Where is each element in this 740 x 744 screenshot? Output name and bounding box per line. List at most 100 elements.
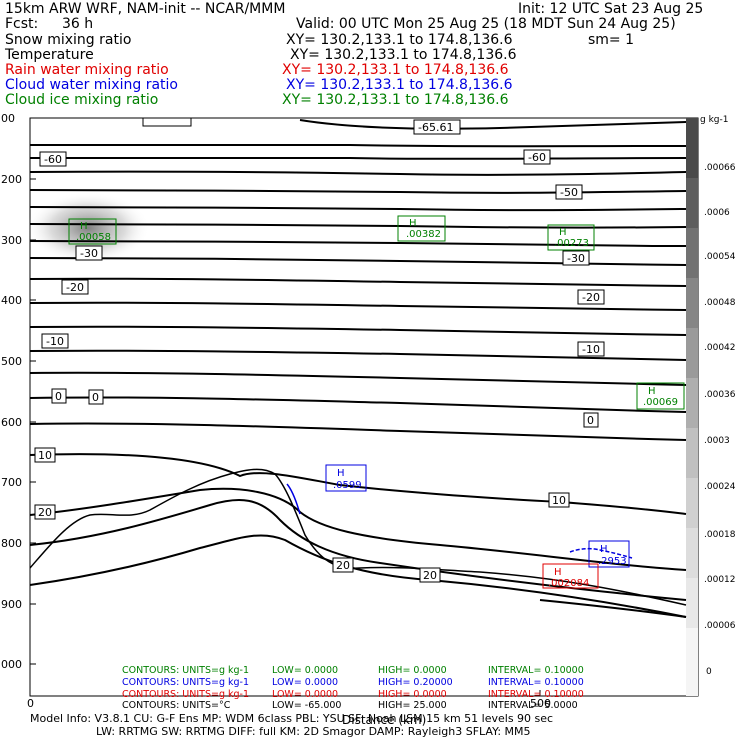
contour-info-interval: INTERVAL= 0.10000 — [488, 689, 584, 700]
temp-label: -10 — [46, 335, 64, 348]
temp-label: -60 — [44, 153, 62, 166]
cloud-water-contour — [286, 483, 301, 515]
contour-info-interval: INTERVAL= 0.10000 — [488, 665, 584, 676]
isotherm-line — [29, 223, 687, 229]
model-title: 15km ARW WRF, NAM-init -- NCAR/MMM — [5, 1, 286, 17]
y-tick-label: 700 — [1, 476, 22, 489]
field-name-rain: Rain water mixing ratio — [5, 62, 169, 78]
colorbar-label: .00024 — [704, 482, 736, 492]
max-label: H — [409, 218, 417, 229]
temp-label: -30 — [567, 252, 585, 265]
temp-label: -65.61 — [418, 121, 453, 134]
isotherm-line — [29, 277, 687, 287]
cloud-water-contour — [569, 547, 633, 559]
temp-label: -20 — [582, 291, 600, 304]
temp-label: 20 — [38, 506, 52, 519]
model-info-line2: LW: RRTMG SW: RRTMG DIFF: full KM: 2D Sm… — [96, 725, 531, 738]
contour-info-high: HIGH= 0.0000 — [378, 665, 447, 676]
isotherm-line — [29, 240, 687, 247]
max-label: H — [559, 227, 567, 238]
contour-info-interval: INTERVAL= 5.0000 — [488, 700, 578, 711]
forecast-hours: 36 h — [62, 16, 94, 32]
isotherm-line — [29, 499, 687, 601]
contour-info: CONTOURS: UNITS=g kg-1 LOW= 0.0000 HIGH=… — [122, 665, 584, 711]
y-tick-label: 900 — [1, 598, 22, 611]
max-value: .00069 — [643, 397, 678, 408]
isotherm-line — [29, 189, 687, 194]
contour-info-low: LOW= 0.0000 — [272, 665, 338, 676]
temp-label: -20 — [66, 281, 84, 294]
field-xy-rain: XY= 130.2,133.1 to 174.8,136.6 — [282, 62, 509, 78]
colorbar-label: .00006 — [704, 621, 736, 631]
colorbar-label: .0003 — [704, 436, 730, 446]
temp-label: -10 — [582, 343, 600, 356]
colorbar-label: .0006 — [704, 208, 730, 218]
temp-label: 0 — [587, 414, 594, 427]
isotherms — [29, 119, 687, 618]
colorbar-label: .00066 — [704, 163, 736, 173]
colorbar-label: .00054 — [704, 252, 736, 262]
contour-info-low: LOW= -65.000 — [272, 700, 341, 711]
field-xy-temperature: XY= 130.2,133.1 to 174.8,136.6 — [290, 47, 517, 63]
max-value: .00273 — [554, 238, 589, 249]
y-tick-label: 600 — [1, 416, 22, 429]
isotherm-line — [29, 487, 687, 571]
isotherm-line — [29, 143, 687, 148]
isotherm-line — [29, 325, 687, 336]
x-tick-label: 500 — [530, 697, 551, 710]
ice-shading-blob — [26, 192, 150, 264]
colorbar-units: g kg-1 — [700, 115, 728, 125]
isotherm-line — [29, 170, 687, 176]
isotherm-line — [29, 301, 687, 311]
isotherm-line — [29, 396, 687, 413]
y-tick-label: 300 — [1, 234, 22, 247]
isotherm-line — [29, 349, 687, 361]
contour-info-high: HIGH= 0.0000 — [378, 689, 447, 700]
max-value: .00058 — [76, 232, 111, 243]
temp-labels: -65.61 -60 -60 -50 -30 -30 -20 -20 -10 -… — [34, 117, 605, 583]
colorbar: g kg-1 .00066 .0006 .00054 .00048 .00042… — [686, 115, 736, 696]
maxima-markers: H .00058 H .00382 H .00273 H .00069 H .0… — [68, 215, 685, 589]
isotherm-line — [29, 371, 687, 386]
colorbar-label: 0 — [706, 667, 712, 677]
temp-label: -60 — [528, 151, 546, 164]
isotherm-line — [29, 257, 687, 266]
colorbar-label: .00036 — [704, 390, 736, 400]
field-xy-snow: XY= 130.2,133.1 to 174.8,136.6 — [286, 32, 513, 48]
field-smoothing: sm= 1 — [588, 32, 635, 48]
isotherm-line — [29, 206, 687, 212]
contour-info-prefix: CONTOURS: UNITS=g kg-1 — [122, 665, 249, 676]
isotherm-line — [29, 422, 687, 441]
x-tick-label: 0 — [27, 697, 34, 710]
isotherm-line — [539, 599, 687, 618]
y-tick-label: 200 — [1, 173, 22, 186]
max-label: H — [554, 567, 562, 578]
contour-info-interval: INTERVAL= 0.10000 — [488, 677, 584, 688]
temp-label: 10 — [552, 494, 566, 507]
contour-info-prefix: CONTOURS: UNITS=°C — [122, 700, 231, 711]
temp-label: 20 — [423, 569, 437, 582]
forecast-label: Fcst: — [5, 16, 39, 32]
x-axis: 0 500 Distance (km) — [27, 690, 551, 727]
temp-label: 0 — [92, 391, 99, 404]
y-tick-label: 00 — [1, 112, 15, 125]
terrain-profile — [29, 468, 687, 606]
x-axis-label: Distance (km) — [342, 713, 426, 727]
contour-info-high: HIGH= 0.20000 — [378, 677, 453, 688]
y-tick-label: 800 — [1, 537, 22, 550]
temp-label: -50 — [560, 186, 578, 199]
colorbar-label: .00048 — [704, 298, 736, 308]
max-value: .002084 — [548, 578, 589, 589]
colorbar-label: .00042 — [704, 343, 736, 353]
y-tick-label: 500 — [1, 355, 22, 368]
max-label: H — [80, 221, 88, 232]
init-time: Init: 12 UTC Sat 23 Aug 25 — [518, 1, 704, 17]
y-tick-label: 400 — [1, 294, 22, 307]
colorbar-label: .00018 — [704, 530, 736, 540]
colorbar-label: .00012 — [704, 575, 736, 585]
max-label: H — [337, 468, 345, 479]
field-name-cloud-water: Cloud water mixing ratio — [5, 77, 178, 93]
temp-label: 0 — [55, 390, 62, 403]
max-label: H — [648, 386, 656, 397]
field-name-temperature: Temperature — [5, 47, 94, 63]
